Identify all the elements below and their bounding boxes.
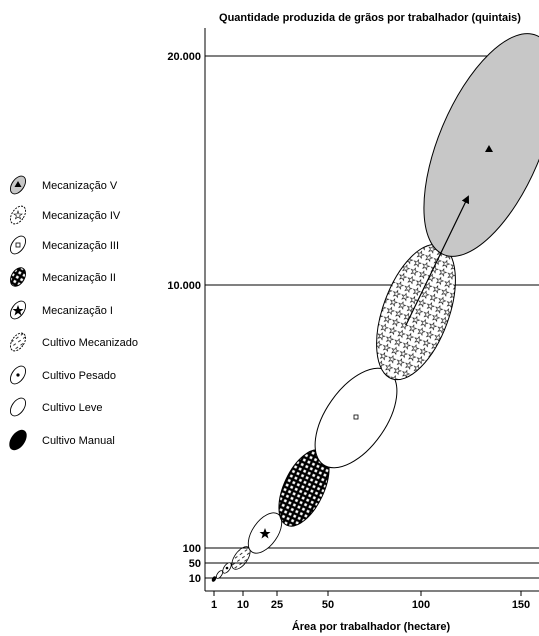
legend-swatch <box>9 397 27 417</box>
legend-swatch <box>9 429 27 451</box>
series-mecanizacao-iv <box>376 243 456 381</box>
triangle-icon <box>485 145 493 152</box>
legend-item-mecanizacao-v: Mecanização V <box>9 175 118 195</box>
legend-label: Cultivo Leve <box>42 402 103 414</box>
legend-label: Mecanização V <box>42 180 118 192</box>
legend-item-cultivo-manual: Cultivo Manual <box>9 429 115 451</box>
dot-icon <box>16 373 20 377</box>
series-cultivo-leve <box>215 570 224 579</box>
x-axis-label: Área por trabalhador (hectare) <box>292 620 451 633</box>
x-tick-label: 1 <box>211 599 217 611</box>
y-tick-label: 20.000 <box>167 51 201 63</box>
ellipse-mecanizacao-v <box>423 33 539 257</box>
legend-label: Cultivo Mecanizado <box>42 337 138 349</box>
legend-item-mecanizacao-iii: Mecanização III <box>9 235 119 255</box>
legend-item-mecanizacao-iv: Mecanização IV <box>9 205 121 225</box>
legend-label: Cultivo Pesado <box>42 370 116 382</box>
legend-swatch <box>10 267 26 287</box>
legend-label: Cultivo Manual <box>42 435 115 447</box>
series-cultivo-manual <box>211 576 217 582</box>
triangle-icon <box>14 181 22 187</box>
x-tick-label: 10 <box>237 599 249 611</box>
y-tick-label: 10.000 <box>167 280 201 292</box>
star-icon <box>12 305 24 316</box>
x-tick-label: 150 <box>512 599 530 611</box>
legend-item-cultivo-leve: Cultivo Leve <box>9 397 103 417</box>
series-cultivo-pesado <box>222 562 232 574</box>
marker-dot <box>225 566 229 570</box>
legend-label: Mecanização II <box>42 272 116 284</box>
legend: Mecanização V Mecanização IV Mecanização… <box>9 175 138 451</box>
chart-title: Quantidade produzida de grãos por trabal… <box>219 12 521 24</box>
star-icon <box>259 528 271 539</box>
y-tick-label: 10 <box>189 573 201 585</box>
legend-item-cultivo-mecanizado: Cultivo Mecanizado <box>9 332 138 352</box>
series-mecanizacao-i <box>247 512 283 554</box>
x-tick-label: 100 <box>412 599 430 611</box>
ellipse-cultivo-leve <box>215 570 224 579</box>
y-tick-label: 50 <box>189 558 201 570</box>
legend-item-mecanizacao-i: Mecanização I <box>9 300 113 320</box>
legend-item-cultivo-pesado: Cultivo Pesado <box>9 365 116 385</box>
x-tick-label: 25 <box>271 599 283 611</box>
legend-swatch <box>9 205 27 225</box>
legend-label: Mecanização III <box>42 240 119 252</box>
legend-swatch <box>9 332 27 352</box>
x-tick-label: 50 <box>322 599 334 611</box>
trend-arrow <box>405 195 469 326</box>
y-tick-label: 100 <box>183 543 201 555</box>
legend-item-mecanizacao-ii: Mecanização II <box>10 267 116 287</box>
legend-label: Mecanização IV <box>42 210 121 222</box>
ellipse-mecanizacao-iv <box>376 243 456 381</box>
star-outline-icon <box>13 210 23 220</box>
legend-label: Mecanização I <box>42 305 113 317</box>
series-mecanizacao-v <box>423 33 539 257</box>
square-icon <box>353 414 359 420</box>
square-icon <box>15 242 21 248</box>
ellipse-cultivo-manual <box>211 576 217 582</box>
